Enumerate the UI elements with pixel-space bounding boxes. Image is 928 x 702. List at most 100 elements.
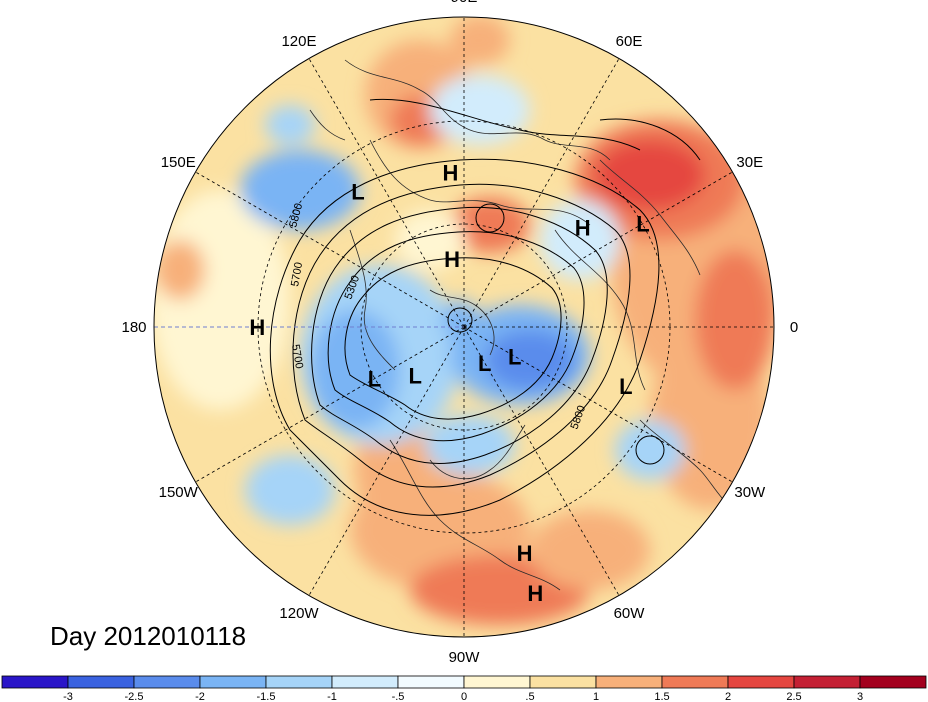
colorbar-swatch — [199, 675, 267, 689]
cold-area — [265, 105, 315, 145]
colorbar-tick-label: 1.5 — [654, 691, 669, 702]
contour-line — [311, 206, 608, 464]
longitude-label: 30E — [736, 154, 763, 171]
meridian-line — [195, 171, 465, 328]
warm-area — [450, 17, 510, 65]
colorbar-swatch — [859, 675, 927, 689]
cool-area — [540, 200, 620, 280]
page-title: Day 2012010118 — [50, 621, 246, 651]
colorbar-tick-label: -2.5 — [125, 691, 144, 702]
colorbar-swatch — [793, 675, 861, 689]
contour-line — [635, 435, 665, 465]
longitude-label: 0 — [790, 319, 798, 336]
high-pressure-label: H — [249, 315, 265, 340]
meridians — [195, 17, 774, 637]
coastline — [429, 424, 526, 479]
meridian-line — [463, 58, 620, 328]
colorbar-swatch — [67, 675, 135, 689]
cold-area — [245, 455, 335, 525]
contour-line — [344, 257, 562, 420]
longitude-label: 90W — [449, 649, 481, 666]
coastline — [554, 229, 646, 391]
contour-line — [292, 183, 631, 488]
contour-line — [447, 307, 473, 333]
longitude-label: 150W — [159, 484, 199, 501]
colorbar-tick-label: -.5 — [392, 691, 405, 702]
low-pressure-label: L — [368, 367, 381, 392]
contour-line — [269, 158, 660, 516]
cold-area — [615, 420, 685, 480]
longitude-labels: 90E 60E 30E 0 30W 60W 90W 120W 150W 180 150E 120E — [121, 0, 798, 666]
warm-area — [530, 510, 650, 590]
meridian-line — [463, 171, 733, 328]
contour-line — [369, 98, 641, 151]
contour-line — [475, 203, 505, 233]
coastline — [599, 159, 701, 276]
hot-area — [595, 140, 705, 210]
low-pressure-label: L — [619, 374, 632, 399]
high-pressure-label: H — [527, 581, 543, 606]
colorbar-swatch — [727, 675, 795, 689]
cool-area — [430, 75, 530, 145]
colorbar-tick-label: -1.5 — [257, 691, 276, 702]
coastline — [389, 439, 561, 591]
colorbar-tick-label: -3 — [63, 691, 73, 702]
meridian-line — [308, 326, 465, 596]
colorbar-tick-label: -2 — [195, 691, 205, 702]
hot-area — [450, 197, 530, 253]
meridian-line — [308, 58, 465, 328]
contour-line — [599, 118, 701, 161]
longitude-label: 120E — [281, 33, 316, 50]
hot-area — [695, 250, 774, 390]
meridian-line — [195, 326, 465, 483]
colorbar-swatch — [265, 675, 333, 689]
contour-line — [327, 231, 585, 442]
contour-label: 5700 — [289, 261, 305, 287]
colorbar: -3 -2.5 -2 -1.5 -1 -.5 0 .5 1 1.5 2 2.5 3 — [1, 675, 927, 702]
coastline — [309, 109, 346, 141]
low-pressure-label: L — [636, 212, 649, 237]
warm-area — [155, 240, 205, 300]
low-pressure-label: L — [478, 351, 491, 376]
map-boundary — [153, 16, 775, 638]
low-pressure-label: L — [351, 179, 364, 204]
colorbar-tick-label: 1 — [593, 691, 599, 702]
colorbar-swatch — [463, 675, 531, 689]
high-pressure-label: H — [517, 541, 533, 566]
longitude-label: 30W — [734, 484, 766, 501]
graticule — [195, 17, 774, 637]
colorbar-swatch — [595, 675, 663, 689]
high-pressure-label: H — [444, 247, 460, 272]
cold-area — [310, 310, 400, 430]
coastline — [429, 289, 495, 356]
cold-area — [485, 330, 575, 390]
contour-label: 5700 — [289, 343, 305, 369]
colorbar-swatch — [661, 675, 729, 689]
coastline — [344, 59, 611, 161]
cold-area — [240, 150, 360, 230]
longitude-label: 180 — [121, 319, 146, 336]
longitude-label: 90E — [451, 0, 478, 6]
high-pressure-label: H — [443, 161, 459, 186]
height-contours — [269, 98, 701, 516]
cold-area — [425, 415, 515, 475]
colorbar-swatch — [133, 675, 201, 689]
longitude-label: 60E — [616, 33, 643, 50]
low-pressure-label: L — [508, 344, 521, 369]
low-pressure-label: L — [409, 364, 422, 389]
colorbar-tick-label: 2 — [725, 691, 731, 702]
colorbar-swatch — [529, 675, 597, 689]
anomaly-field — [154, 17, 774, 637]
colorbar-tick-label: -1 — [327, 691, 337, 702]
longitude-label: 60W — [614, 605, 646, 622]
colorbar-tick-label: 3 — [857, 691, 863, 702]
longitude-label: 150E — [161, 154, 196, 171]
coastline — [349, 229, 396, 371]
colorbar-tick-label: 2.5 — [786, 691, 801, 702]
meridian-line — [463, 326, 620, 596]
colorbar-tick-label: 0 — [461, 691, 467, 702]
coastline — [369, 139, 591, 226]
colorbar-tick-label: .5 — [525, 691, 534, 702]
